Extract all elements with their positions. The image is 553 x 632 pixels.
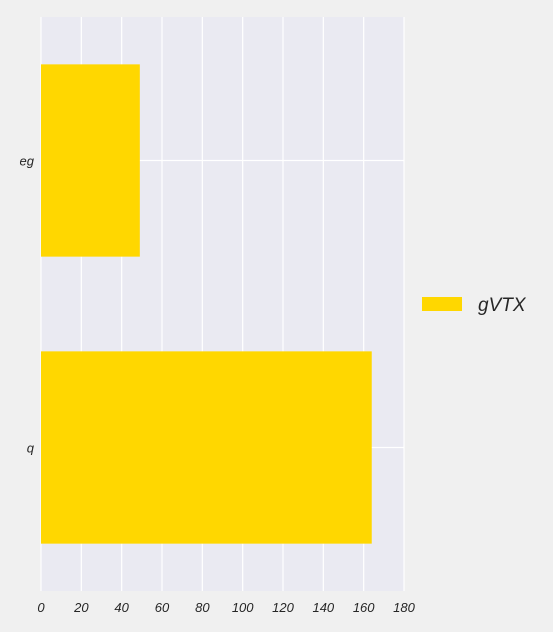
y-tick-label: eg xyxy=(20,154,35,169)
bars xyxy=(41,64,372,544)
x-tick-label: 60 xyxy=(155,600,170,615)
legend-label: gVTX xyxy=(478,295,527,316)
bar-q xyxy=(41,351,372,544)
x-tick-label: 120 xyxy=(272,600,294,615)
y-tick-label: q xyxy=(27,441,35,456)
x-tick-label: 100 xyxy=(232,600,254,615)
x-tick-label: 80 xyxy=(195,600,210,615)
legend-swatch xyxy=(422,297,462,311)
bar-eg xyxy=(41,64,140,257)
x-tick-label: 20 xyxy=(73,600,89,615)
x-tick-label: 140 xyxy=(312,600,334,615)
x-tick-label: 0 xyxy=(37,600,45,615)
x-tick-label: 180 xyxy=(393,600,415,615)
y-tick-labels: eg q xyxy=(20,154,35,456)
legend: gVTX xyxy=(422,295,527,316)
x-tick-label: 40 xyxy=(114,600,129,615)
x-tick-labels: 0 20 40 60 80 100 120 140 160 180 xyxy=(37,600,415,615)
x-tick-label: 160 xyxy=(353,600,375,615)
